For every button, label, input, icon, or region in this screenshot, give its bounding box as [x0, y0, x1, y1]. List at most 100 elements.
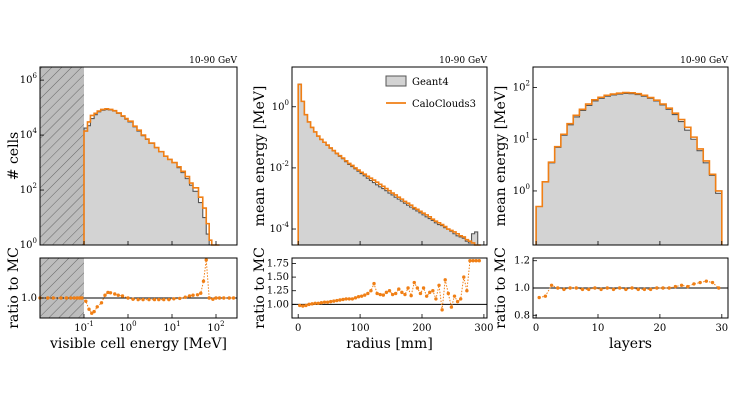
legend-geant4-label: Geant4 [412, 77, 449, 88]
x-axis-label: layers [609, 336, 652, 352]
ratio-point [434, 297, 438, 301]
ratio-point [686, 284, 690, 289]
ratio-point [141, 297, 145, 302]
ratio-y-tick-label: 1.00 [267, 299, 289, 310]
x-tick-label: 10 [592, 323, 605, 334]
ratio-point [178, 296, 182, 301]
ratio-point [298, 303, 302, 308]
ratio-y-tick-label: 1.0 [514, 283, 530, 294]
ratio-point [347, 297, 351, 301]
ratio-point [204, 258, 208, 262]
ratio-point [468, 259, 472, 263]
ratio-point [667, 286, 671, 290]
ratio-point [698, 280, 702, 285]
ratio-point [624, 287, 628, 292]
ratio-point [375, 291, 379, 296]
ratio-point [428, 290, 432, 295]
ratio-point [406, 286, 410, 290]
x-axis-label: radius [mm] [346, 336, 433, 352]
ratio-point [338, 298, 342, 302]
ratio-point [92, 309, 96, 314]
ratio-point [562, 287, 566, 292]
ratio-point [106, 290, 110, 295]
ratio-point [335, 298, 339, 303]
ratio-point [84, 299, 88, 303]
ratio-point [75, 296, 79, 300]
ratio-point [95, 305, 99, 309]
y-tick-label: 102 [513, 80, 530, 94]
ratio-point [704, 279, 709, 283]
y-tick-label: 100 [272, 99, 289, 113]
ratio-point [87, 307, 91, 311]
ratio-point [617, 286, 622, 290]
ratio-point [458, 297, 463, 301]
ratio-point [431, 289, 435, 293]
ratio-point [325, 300, 330, 304]
ratio-point [191, 293, 195, 297]
ratio-point [152, 297, 157, 302]
ratio-point [710, 280, 715, 285]
ratio-point [341, 297, 345, 302]
ratio-point [231, 296, 236, 300]
main-axes-frame [291, 66, 488, 246]
geant4-hist-fill [298, 84, 481, 245]
ratio-point [366, 291, 370, 296]
ratio-point [157, 297, 161, 302]
ratio-point [310, 302, 314, 306]
x-tick-label: 300 [474, 323, 493, 334]
ratio-point [99, 301, 104, 305]
y-axis-label: mean energy [MeV] [493, 86, 509, 227]
ratio-panel-layers: 0.8 1.0 1.2 0 10 20 30 ratio to MC layers [493, 247, 729, 352]
ratio-y-axis-label: ratio to MC [6, 247, 22, 329]
ratio-point [211, 297, 215, 301]
ratio-point [344, 297, 348, 301]
ratio-y-tick-label: 0.8 [514, 310, 530, 321]
y-tick-label: 100 [513, 183, 530, 197]
ratio-point [673, 284, 678, 289]
ratio-point [443, 278, 447, 282]
ratio-point [116, 293, 120, 297]
x-tick-label: 20 [654, 323, 667, 334]
ratio-point [630, 286, 634, 290]
ratio-point [393, 291, 398, 296]
ratio-point [69, 296, 73, 300]
ratio-point [403, 292, 407, 297]
ratio-point [543, 294, 548, 298]
x-tick-label: 0 [295, 323, 301, 334]
ratio-point [372, 281, 376, 286]
ratio-y-tick-label: 1.2 [514, 256, 530, 267]
ratio-point [187, 294, 192, 298]
x-tick-label: 200 [412, 323, 431, 334]
ratio-point [611, 287, 616, 292]
panel-radius: 10-4 10-2 100 10-90 GeV mean energy [MeV] 1.0… [252, 56, 493, 352]
ratio-point [214, 296, 218, 300]
ratio-point [409, 293, 413, 298]
ratio-point [316, 301, 321, 305]
y-tick-label: 10-2 [269, 160, 289, 174]
y-tick-label: 101 [513, 131, 530, 145]
ratio-point [452, 294, 457, 298]
ratio-point [307, 302, 311, 307]
ratio-point [359, 294, 364, 298]
ratio-point [655, 286, 659, 290]
ratio-point [90, 311, 94, 315]
x-tick-label: 10-1 [74, 320, 94, 334]
ratio-point [446, 291, 451, 296]
legend-geant4-swatch [385, 75, 407, 87]
ratio-point [574, 286, 579, 290]
ratio-point [415, 286, 420, 290]
ratio-axes-frame [39, 257, 238, 319]
ratio-point [350, 297, 355, 301]
ratio-point [46, 296, 50, 300]
ratio-point [64, 296, 69, 300]
x-tick-label: 100 [351, 323, 370, 334]
ratio-point [462, 275, 466, 279]
ratio-point [537, 295, 541, 300]
ratio-point [642, 287, 647, 292]
ratio-point [332, 299, 336, 303]
ratio-point [227, 296, 231, 300]
ratio-line [40, 259, 234, 314]
ratio-point [172, 297, 176, 301]
y-tick-label: 100 [20, 237, 37, 251]
